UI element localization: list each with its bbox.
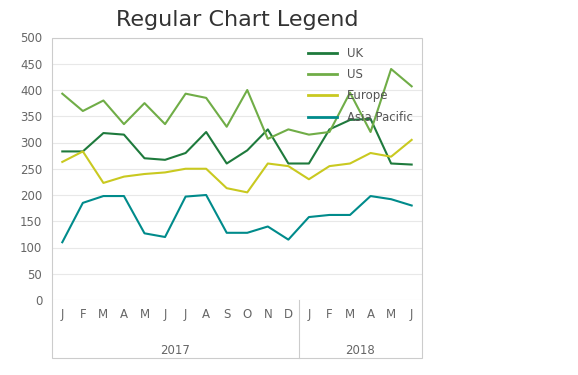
UK <box>408 162 415 167</box>
Asia Pacific <box>79 201 86 205</box>
UK <box>182 151 189 155</box>
US <box>347 90 354 95</box>
UK <box>367 117 374 121</box>
Asia Pacific <box>326 213 333 217</box>
UK <box>388 161 395 166</box>
UK <box>100 131 107 135</box>
UK <box>79 149 86 154</box>
US <box>285 127 292 132</box>
US <box>408 84 415 88</box>
Europe <box>305 177 312 182</box>
Asia Pacific <box>162 235 169 239</box>
Asia Pacific <box>203 193 210 197</box>
UK <box>203 130 210 134</box>
Asia Pacific <box>100 194 107 198</box>
US <box>388 67 395 71</box>
Asia Pacific <box>305 215 312 219</box>
US <box>100 98 107 103</box>
UK <box>285 161 292 166</box>
Europe <box>347 161 354 166</box>
UK <box>59 149 66 154</box>
Asia Pacific <box>244 231 251 235</box>
US <box>203 96 210 100</box>
US <box>141 101 148 105</box>
Title: Regular Chart Legend: Regular Chart Legend <box>116 10 358 30</box>
UK <box>141 156 148 160</box>
Asia Pacific <box>367 194 374 198</box>
UK <box>305 161 312 166</box>
Europe <box>182 166 189 171</box>
Asia Pacific <box>141 231 148 236</box>
Bar <box>52 38 422 358</box>
Europe <box>285 164 292 168</box>
US <box>244 88 251 92</box>
Europe <box>59 160 66 164</box>
Asia Pacific <box>59 240 66 244</box>
UK <box>120 132 127 137</box>
Legend: UK, US, Europe, Asia Pacific: UK, US, Europe, Asia Pacific <box>304 44 416 127</box>
UK <box>223 161 230 166</box>
Europe <box>388 154 395 159</box>
Europe <box>162 170 169 175</box>
UK <box>326 127 333 132</box>
UK <box>347 118 354 122</box>
Asia Pacific <box>120 194 127 198</box>
Asia Pacific <box>347 213 354 217</box>
Europe <box>244 190 251 195</box>
US <box>326 130 333 134</box>
Asia Pacific <box>182 194 189 199</box>
Europe <box>203 166 210 171</box>
Europe <box>79 149 86 154</box>
Europe <box>408 138 415 142</box>
Europe <box>223 186 230 190</box>
UK <box>264 127 271 132</box>
US <box>264 136 271 141</box>
US <box>79 109 86 113</box>
Asia Pacific <box>264 224 271 229</box>
Europe <box>326 164 333 168</box>
US <box>223 124 230 129</box>
US <box>182 92 189 96</box>
Europe <box>141 172 148 176</box>
Asia Pacific <box>408 203 415 208</box>
Europe <box>120 174 127 179</box>
Europe <box>367 151 374 155</box>
UK <box>162 158 169 162</box>
Asia Pacific <box>223 231 230 235</box>
Asia Pacific <box>285 237 292 242</box>
Line: UK: UK <box>62 119 412 165</box>
US <box>162 122 169 126</box>
Line: Europe: Europe <box>62 140 412 192</box>
Text: 2017: 2017 <box>160 345 190 357</box>
Text: 2018: 2018 <box>346 345 375 357</box>
Line: Asia Pacific: Asia Pacific <box>62 195 412 242</box>
US <box>59 92 66 96</box>
UK <box>244 148 251 153</box>
US <box>305 132 312 137</box>
US <box>367 130 374 134</box>
Line: US: US <box>62 69 412 139</box>
Europe <box>100 181 107 185</box>
US <box>120 122 127 126</box>
Asia Pacific <box>388 197 395 201</box>
Europe <box>264 161 271 166</box>
